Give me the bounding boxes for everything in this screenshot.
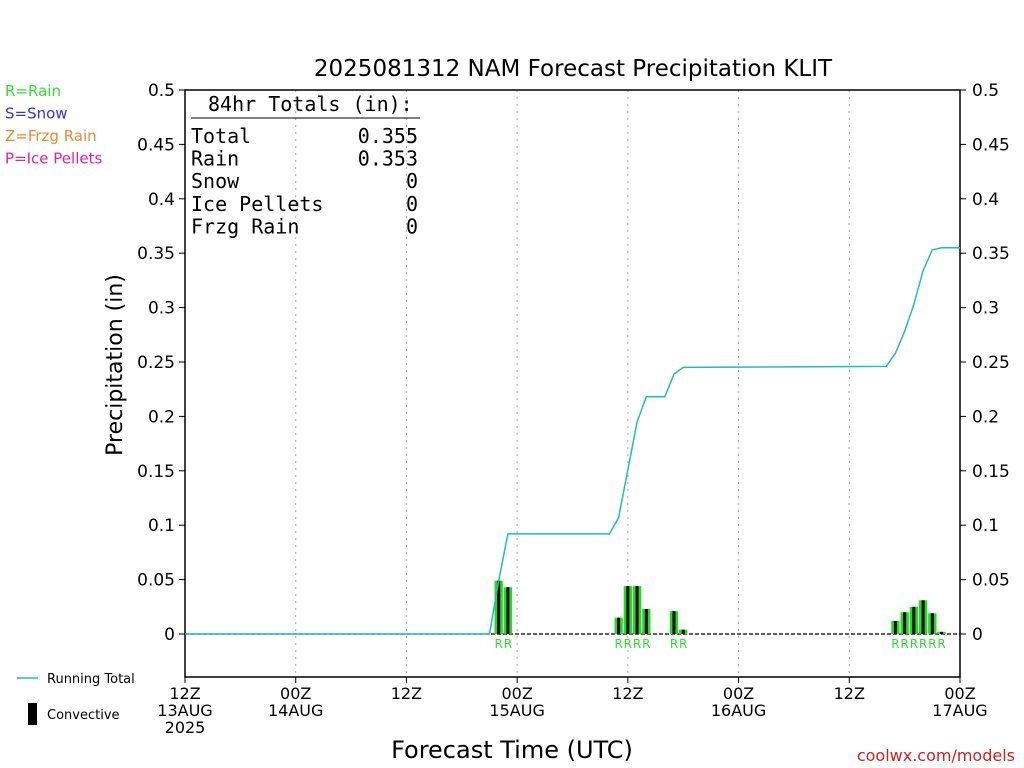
y-axis-right: 0 0.05 0.1 0.15 0.2 0.25 0.3 0.35 0.4 0.45 0.5 — [960, 81, 1010, 645]
x-tick-label: 16AUG — [711, 701, 766, 720]
totals-row-value: 0 — [406, 192, 418, 216]
totals-row-label: Snow — [191, 169, 240, 193]
y-tick-label-right: 0.05 — [972, 571, 1010, 591]
y-tick-label-left: 0.5 — [148, 81, 175, 101]
x-tick-label: 00Z — [944, 684, 975, 703]
totals-row-value: 0.353 — [358, 147, 418, 171]
totals-row-value: 0 — [406, 214, 418, 238]
convective-bar — [617, 617, 621, 634]
ptype-label: R — [614, 637, 622, 651]
ptype-legend-item: S=Snow — [5, 105, 68, 123]
x-tick-label: 12Z — [391, 684, 422, 703]
ptype-legend-item: R=Rain — [5, 82, 61, 100]
ptype-label: R — [495, 637, 503, 651]
ptype-label: R — [891, 637, 899, 651]
ptype-label: R — [679, 637, 687, 651]
convective-bar — [681, 629, 685, 634]
legend-label: Running Total — [47, 672, 135, 687]
x-tick-label: 12Z — [612, 684, 643, 703]
convective-bar — [893, 620, 897, 634]
ptype-legend: R=Rain S=Snow Z=Frzg Rain P=Ice Pellets — [5, 82, 102, 168]
x-tick-label: 13AUG — [157, 701, 212, 720]
convective-bar — [626, 586, 630, 634]
y-tick-label-left: 0.3 — [148, 299, 175, 319]
x-tick-label: 00Z — [280, 684, 311, 703]
y-tick-label-right: 0.25 — [972, 353, 1010, 373]
ptype-label: R — [937, 637, 945, 651]
y-tick-label-right: 0.1 — [972, 516, 999, 536]
totals-header: 84hr Totals (in): — [208, 92, 413, 116]
ptype-label: R — [633, 637, 641, 651]
convective-bar — [930, 613, 934, 634]
x-tick-label: 12Z — [169, 684, 200, 703]
x-tick-label: 15AUG — [489, 701, 544, 720]
totals-row-value: 0 — [406, 169, 418, 193]
y-tick-label-right: 0 — [972, 625, 983, 645]
series-legend: Running Total Convective — [17, 672, 135, 725]
y-tick-label-left: 0.2 — [148, 407, 175, 427]
y-tick-label-right: 0.4 — [972, 190, 999, 210]
ptype-label: R — [642, 637, 650, 651]
chart-title: 2025081312 NAM Forecast Precipitation KL… — [314, 56, 833, 82]
y-tick-label-right: 0.2 — [972, 407, 999, 427]
totals-row-value: 0.355 — [358, 124, 418, 148]
y-tick-label-right: 0.5 — [972, 81, 999, 101]
ptype-legend-item: P=Ice Pellets — [5, 150, 102, 168]
y-tick-label-right: 0.15 — [972, 462, 1010, 482]
ptype-label: R — [928, 637, 936, 651]
convective-bar — [497, 580, 501, 634]
x-tick-label: 14AUG — [268, 701, 323, 720]
convective-bar — [903, 612, 907, 634]
x-tick-label: 12Z — [834, 684, 865, 703]
convective-bar — [940, 631, 944, 634]
ptype-label: R — [900, 637, 908, 651]
ptype-label: R — [919, 637, 927, 651]
y-tick-label-left: 0.15 — [137, 462, 175, 482]
x-tick-label: 2025 — [165, 718, 206, 737]
y-tick-label-right: 0.3 — [972, 299, 999, 319]
convective-bar — [635, 586, 639, 634]
convective-bar — [644, 608, 648, 634]
totals-box: 84hr Totals (in): Total 0.355 Rain 0.353 Snow… — [191, 92, 420, 238]
y-tick-label-left: 0.25 — [137, 353, 175, 373]
x-axis-label: Forecast Time (UTC) — [391, 736, 633, 764]
convective-bar — [506, 587, 510, 634]
convective-bar — [921, 600, 925, 634]
totals-row-label: Total — [191, 124, 251, 148]
totals-row-label: Rain — [191, 147, 239, 171]
convective-bar — [912, 606, 916, 634]
credit-text: coolwx.com/models — [857, 746, 1015, 765]
y-tick-label-left: 0 — [164, 625, 175, 645]
totals-row-label: Frzg Rain — [191, 214, 299, 238]
totals-row-label: Ice Pellets — [191, 192, 323, 216]
x-tick-label: 00Z — [723, 684, 754, 703]
ptype-label: R — [910, 637, 918, 651]
x-tick-label: 00Z — [501, 684, 532, 703]
y-tick-label-left: 0.45 — [137, 135, 175, 155]
y-axis-left: 0 0.05 0.1 0.15 0.2 0.25 0.3 0.35 0.4 0.45 0.5 — [137, 81, 185, 645]
legend-bar-swatch — [28, 703, 37, 725]
precip-bars — [494, 580, 946, 634]
y-tick-label-right: 0.45 — [972, 135, 1010, 155]
ptype-label: R — [504, 637, 512, 651]
legend-label: Convective — [47, 708, 120, 723]
plot-frame — [184, 89, 961, 678]
running-total-line — [185, 247, 960, 635]
convective-bar — [672, 611, 676, 634]
ptype-label: R — [624, 637, 632, 651]
y-axis-label: Precipitation (in) — [103, 274, 128, 456]
y-tick-label-left: 0.35 — [137, 244, 175, 264]
y-tick-label-left: 0.05 — [137, 571, 175, 591]
ptype-legend-item: Z=Frzg Rain — [5, 127, 97, 145]
x-tick-label: 17AUG — [932, 701, 987, 720]
y-tick-label-right: 0.35 — [972, 244, 1010, 264]
y-tick-label-left: 0.1 — [148, 516, 175, 536]
y-tick-label-left: 0.4 — [148, 190, 175, 210]
ptype-label: R — [670, 637, 678, 651]
